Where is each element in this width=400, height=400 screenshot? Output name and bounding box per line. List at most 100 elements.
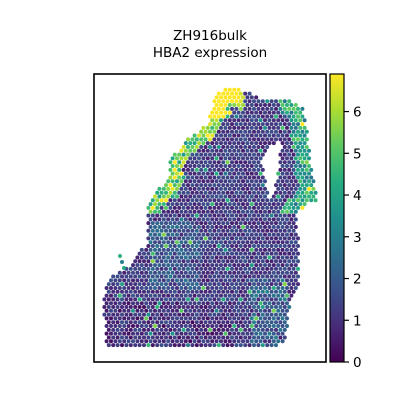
expression-spot bbox=[243, 244, 248, 249]
expression-spot bbox=[230, 129, 234, 134]
expression-spot bbox=[263, 202, 267, 207]
expression-spot bbox=[188, 331, 193, 336]
expression-spot bbox=[304, 183, 309, 188]
expression-spot bbox=[109, 339, 113, 344]
expression-spot bbox=[188, 156, 193, 161]
expression-spot bbox=[282, 198, 287, 203]
expression-spot bbox=[190, 282, 195, 287]
expression-spot bbox=[265, 266, 270, 271]
expression-spot bbox=[238, 251, 243, 256]
expression-spot bbox=[243, 152, 248, 157]
expression-spot bbox=[170, 316, 175, 321]
expression-spot bbox=[278, 183, 283, 188]
expression-spot bbox=[183, 224, 188, 229]
expression-spot bbox=[298, 179, 303, 184]
expression-spot bbox=[254, 331, 259, 336]
expression-spot bbox=[236, 118, 241, 123]
expression-spot bbox=[175, 194, 179, 199]
expression-spot bbox=[241, 293, 245, 298]
expression-spot bbox=[227, 118, 232, 123]
expression-spot bbox=[201, 308, 206, 313]
expression-spot bbox=[223, 125, 228, 130]
expression-spot bbox=[179, 270, 184, 275]
expression-spot bbox=[269, 297, 274, 302]
expression-spot bbox=[285, 202, 289, 207]
expression-spot bbox=[126, 285, 131, 290]
expression-spot bbox=[144, 324, 149, 329]
expression-spot bbox=[230, 114, 234, 119]
expression-spot bbox=[205, 316, 210, 321]
expression-spot bbox=[104, 316, 109, 321]
expression-spot bbox=[172, 190, 177, 195]
expression-spot bbox=[172, 305, 177, 309]
expression-spot bbox=[197, 179, 201, 184]
expression-spot bbox=[157, 324, 162, 329]
expression-spot bbox=[232, 133, 237, 138]
expression-spot bbox=[223, 103, 228, 108]
expression-spot bbox=[120, 305, 124, 309]
expression-spot bbox=[219, 285, 223, 290]
expression-spot bbox=[181, 144, 186, 149]
expression-spot bbox=[126, 278, 131, 283]
expression-spot bbox=[241, 316, 245, 321]
expression-spot bbox=[192, 247, 197, 252]
expression-spot bbox=[197, 240, 201, 245]
expression-spot bbox=[265, 274, 270, 279]
expression-spot bbox=[179, 339, 184, 344]
expression-spot bbox=[260, 114, 265, 119]
expression-spot bbox=[221, 327, 226, 332]
expression-spot bbox=[223, 255, 228, 260]
expression-spot bbox=[150, 236, 155, 241]
expression-spot bbox=[263, 103, 267, 108]
expression-spot bbox=[203, 152, 208, 157]
expression-spot bbox=[276, 186, 281, 191]
expression-spot bbox=[280, 202, 285, 207]
expression-spot bbox=[166, 186, 171, 191]
expression-spot bbox=[300, 122, 305, 127]
expression-spot bbox=[291, 205, 296, 210]
expression-spot bbox=[225, 91, 230, 96]
expression-spot bbox=[241, 278, 245, 283]
expression-spot bbox=[120, 312, 124, 317]
expression-spot bbox=[177, 312, 182, 317]
expression-spot bbox=[245, 324, 250, 329]
expression-spot bbox=[249, 232, 254, 237]
expression-spot bbox=[159, 305, 164, 309]
expression-spot bbox=[269, 244, 274, 249]
expression-spot bbox=[234, 175, 239, 180]
expression-spot bbox=[194, 198, 199, 203]
expression-spot bbox=[159, 198, 164, 203]
expression-spot bbox=[133, 305, 138, 309]
expression-spot bbox=[241, 270, 245, 275]
expression-spot bbox=[260, 236, 265, 241]
expression-spot bbox=[223, 308, 228, 313]
expression-spot bbox=[285, 308, 289, 313]
expression-spot bbox=[234, 129, 239, 134]
expression-spot bbox=[188, 209, 193, 214]
expression-spot bbox=[249, 194, 254, 199]
expression-spot bbox=[164, 327, 168, 332]
expression-spot bbox=[153, 255, 157, 260]
expression-spot bbox=[186, 137, 190, 142]
expression-spot bbox=[241, 156, 245, 161]
expression-spot bbox=[241, 247, 245, 252]
expression-spot bbox=[192, 331, 197, 336]
expression-spot bbox=[285, 224, 289, 229]
expression-spot bbox=[280, 308, 285, 313]
expression-spot bbox=[247, 129, 252, 134]
expression-spot bbox=[159, 343, 164, 348]
expression-spot bbox=[208, 152, 212, 157]
expression-spot bbox=[276, 255, 281, 260]
expression-spot bbox=[192, 156, 197, 161]
expression-spot bbox=[274, 122, 278, 127]
expression-spot bbox=[271, 125, 276, 130]
expression-spot bbox=[223, 232, 228, 237]
expression-spot bbox=[168, 274, 173, 279]
expression-spot bbox=[300, 129, 305, 134]
expression-spot bbox=[142, 282, 146, 287]
expression-spot bbox=[278, 327, 283, 332]
expression-spot bbox=[225, 335, 230, 340]
expression-spot bbox=[157, 224, 162, 229]
expression-spot bbox=[267, 224, 272, 229]
expression-spot bbox=[205, 209, 210, 214]
